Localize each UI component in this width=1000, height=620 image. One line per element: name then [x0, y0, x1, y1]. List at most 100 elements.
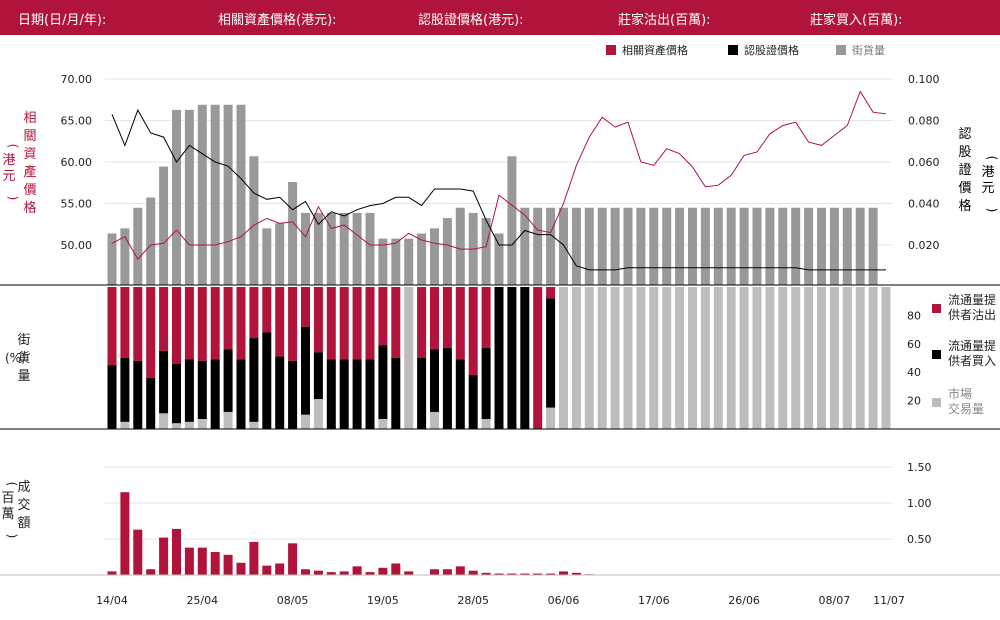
turnover-bar	[184, 547, 194, 575]
turnover-bar	[494, 573, 504, 575]
left-y-tick: 50.00	[61, 239, 93, 252]
outstanding-bar	[584, 207, 594, 285]
left-axis-unit: 港	[2, 153, 15, 168]
lp-buy-bar	[313, 352, 323, 400]
right-axis-title: 股	[958, 145, 971, 160]
left-y-tick: 70.00	[61, 73, 93, 86]
lp-sell-bar	[533, 287, 543, 429]
lp-buy-bar	[378, 345, 388, 420]
lp-sell-bar	[249, 287, 259, 339]
legend-buy-label: 流通量提	[948, 338, 996, 353]
bottom-axis-unit-paren: )	[5, 534, 19, 539]
market-trade-bar	[559, 287, 568, 429]
outstanding-bar	[662, 207, 672, 285]
lp-buy-bar	[391, 358, 401, 429]
outstanding-bar	[172, 109, 181, 286]
outstanding-bar	[430, 228, 439, 285]
outstanding-bar	[726, 207, 736, 285]
outstanding-bar	[275, 223, 285, 285]
market-trade-bar	[636, 287, 646, 429]
market-trade-bar	[313, 399, 323, 429]
lp-buy-bar	[417, 358, 427, 429]
market-trade-bar	[584, 287, 594, 429]
market-trade-bar	[868, 287, 878, 429]
market-trade-bar	[675, 287, 685, 429]
outstanding-bar	[391, 238, 401, 285]
outstanding-bar	[842, 207, 852, 285]
market-trade-bar	[881, 287, 891, 429]
bottom-y-tick: 1.00	[907, 497, 932, 510]
market-trade-bar	[172, 423, 181, 429]
right-axis-title: 價	[958, 181, 971, 196]
x-tick-label: 08/05	[277, 594, 309, 607]
lp-sell-bar	[391, 287, 401, 358]
lp-buy-bar	[546, 298, 556, 408]
market-trade-bar	[739, 287, 749, 429]
lp-sell-bar	[313, 287, 323, 353]
lp-buy-bar	[352, 359, 362, 429]
lp-buy-bar	[159, 350, 169, 414]
mid-y-tick: 40	[907, 366, 921, 379]
market-trade-bar	[378, 419, 388, 429]
lp-buy-bar	[223, 349, 233, 412]
outstanding-bar	[378, 238, 388, 285]
lp-buy-bar	[326, 359, 336, 429]
turnover-bar	[481, 572, 491, 575]
turnover-bar	[275, 563, 285, 575]
outstanding-bar	[688, 207, 697, 285]
left-axis-title: 關	[23, 129, 36, 144]
lp-sell-bar	[352, 287, 362, 360]
legend-sell-label: 供者沽出	[948, 308, 996, 322]
outstanding-bar	[713, 207, 723, 285]
market-trade-bar	[623, 287, 633, 429]
underlying-price-line	[111, 90, 887, 260]
turnover-bar	[172, 528, 181, 575]
market-trade-bar	[197, 419, 207, 429]
outstanding-bar	[262, 228, 272, 285]
outstanding-bar	[442, 218, 452, 285]
market-trade-bar	[791, 287, 801, 429]
legend-market-label: 交易量	[948, 401, 984, 416]
bottom-axis-title: 成	[17, 480, 30, 495]
market-trade-bar	[804, 287, 814, 429]
outstanding-bar	[120, 228, 130, 285]
outstanding-bar	[765, 207, 775, 285]
legend-outstanding-label: 街貨量	[852, 43, 885, 57]
turnover-bar	[339, 571, 349, 575]
turnover-bar	[559, 571, 568, 575]
x-tick-label: 06/06	[548, 594, 580, 607]
right-y-tick: 0.080	[908, 115, 940, 128]
legend-buy-label: 供者買入	[948, 354, 996, 368]
market-trade-bar	[662, 287, 672, 429]
mid-y-tick: 80	[907, 309, 921, 322]
market-trade-bar	[726, 287, 736, 429]
right-y-tick: 0.100	[908, 73, 940, 86]
outstanding-bar	[352, 212, 362, 285]
outstanding-bar	[791, 207, 801, 285]
outstanding-bar	[184, 109, 194, 286]
outstanding-bar	[597, 207, 607, 285]
outstanding-bar	[817, 207, 826, 285]
right-axis-title: 格	[958, 198, 971, 214]
lp-sell-bar	[262, 287, 272, 333]
lp-sell-bar	[301, 287, 310, 327]
legend-market-label: 市場	[948, 386, 972, 401]
lp-buy-bar	[120, 358, 130, 422]
lp-buy-bar	[455, 359, 465, 429]
lp-sell-bar	[455, 287, 465, 360]
turnover-bar	[146, 569, 156, 575]
outstanding-bar	[249, 156, 259, 285]
outstanding-bar	[778, 207, 788, 285]
lp-sell-bar	[107, 287, 117, 366]
lp-sell-bar	[442, 287, 452, 349]
lp-sell-bar	[339, 287, 349, 360]
mid-y-tick: 60	[907, 338, 921, 351]
lp-buy-bar	[133, 360, 143, 429]
lp-buy-label: 莊家買入(百萬):	[810, 13, 903, 28]
turnover-bar	[197, 547, 207, 575]
market-trade-bar	[223, 411, 233, 429]
outstanding-bar	[623, 207, 633, 285]
market-trade-bar	[481, 419, 491, 429]
outstanding-bar	[829, 207, 839, 285]
outstanding-bar	[107, 233, 117, 285]
